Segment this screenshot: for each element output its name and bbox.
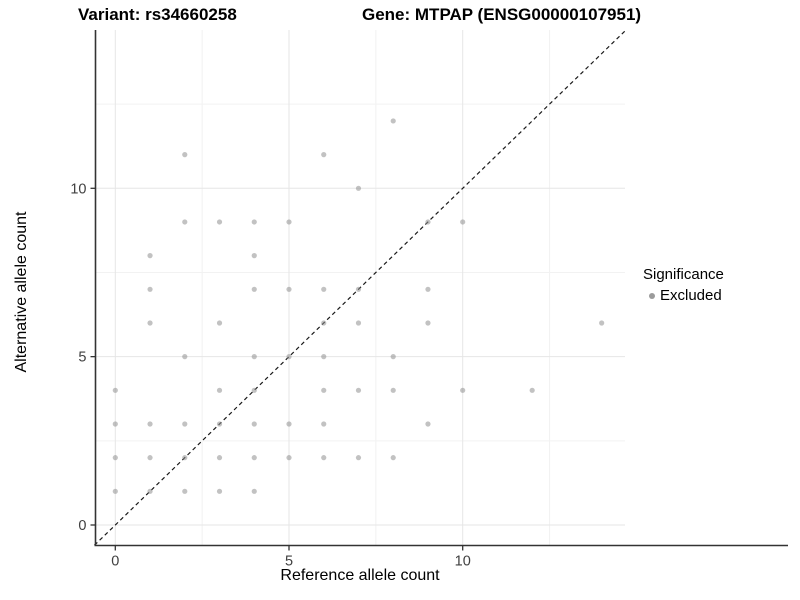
data-point [355,286,362,292]
legend-title: Significance [643,266,724,283]
data-point [182,421,188,427]
x-tick-label: 5 [285,554,293,570]
data-point [460,219,466,225]
data-point [112,455,118,461]
data-point [216,455,223,461]
data-point [321,286,327,292]
data-point [460,387,466,393]
data-point [390,354,396,360]
data-point [182,354,188,360]
data-point [425,219,431,225]
data-point [286,455,292,461]
data-point [251,354,257,360]
legend-item-excluded: Excluded [643,287,724,304]
data-point [599,320,605,326]
data-point [390,387,396,393]
data-point [216,320,223,326]
gene-title: Gene: MTPAP (ENSG00000107951) [362,5,642,24]
data-point [251,219,257,225]
data-point [182,455,188,461]
y-tick-label: 10 [70,181,86,197]
data-point [286,219,292,225]
data-point [425,286,431,292]
data-point [147,455,153,461]
data-point [251,387,257,393]
data-point [286,354,292,360]
data-point [251,253,257,259]
data-point [321,455,327,461]
x-axis-label: Reference allele count [280,567,440,584]
data-point [182,152,188,158]
data-point [251,421,257,427]
data-point [355,185,362,191]
data-point [147,421,153,427]
y-tick-label: 5 [78,350,86,366]
y-axis-label: Alternative allele count [13,211,30,373]
data-point [321,387,327,393]
data-point [286,286,292,292]
data-point [355,387,362,393]
data-point [425,320,431,326]
excluded-point-swatch [649,292,655,299]
data-point [216,421,223,427]
data-point [321,354,327,360]
data-point [251,286,257,292]
data-point [355,320,362,326]
data-point [251,455,257,461]
data-point [216,488,223,494]
x-tick-label: 0 [111,554,119,570]
legend: Significance Excluded [643,266,724,304]
data-point [112,421,118,427]
data-point [321,421,327,427]
data-point [251,488,257,494]
variant-title: Variant: rs34660258 [78,5,237,24]
data-point [529,387,535,393]
data-point [147,320,153,326]
y-tick-label: 0 [78,518,86,534]
data-point [390,455,396,461]
data-point [321,320,327,326]
data-point [216,219,223,225]
data-point [355,455,362,461]
data-point [216,387,223,393]
data-point [182,488,188,494]
data-point [390,118,396,124]
legend-item-label: Excluded [660,287,722,304]
data-point [147,253,153,259]
data-point [182,219,188,225]
data-point [147,488,153,494]
data-point [286,421,292,427]
data-point [112,488,118,494]
data-point [147,286,153,292]
data-point [112,387,118,393]
data-point [425,421,431,427]
data-point [321,152,327,158]
x-tick-label: 10 [455,554,471,570]
